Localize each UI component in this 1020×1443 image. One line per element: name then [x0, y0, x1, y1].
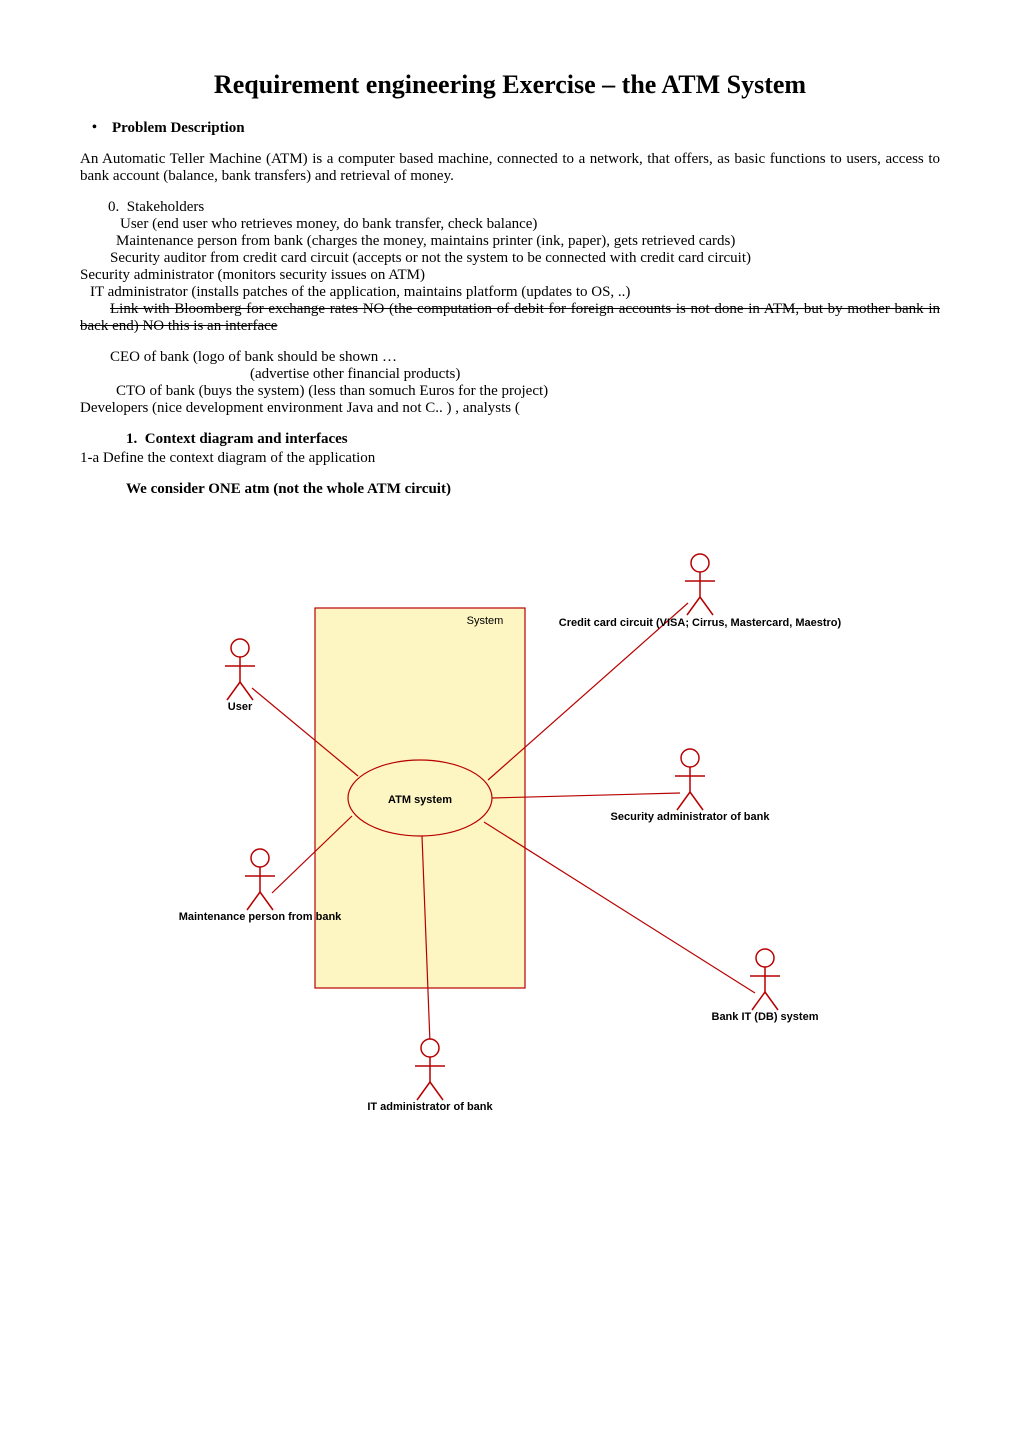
stakeholder-developers: Developers (nice development environment… — [80, 400, 940, 417]
stakeholder-ceo-2: (advertise other financial products) — [80, 366, 940, 383]
stakeholder-user: User (end user who retrieves money, do b… — [120, 216, 940, 233]
svg-text:System: System — [467, 615, 504, 627]
page-title: Requirement engineering Exercise – the A… — [80, 70, 940, 100]
stakeholder-it-admin: IT administrator (installs patches of th… — [80, 284, 940, 301]
stakeholder-cto: CTO of bank (buys the system) (less than… — [80, 383, 940, 400]
svg-text:ATM system: ATM system — [388, 794, 452, 806]
section-problem-description: Problem Description — [80, 120, 940, 137]
stakeholder-bloomberg-strike: Link with Bloomberg for exchange rates N… — [80, 301, 940, 335]
stakeholders-heading: 0. Stakeholders — [108, 199, 940, 216]
intro-paragraph: An Automatic Teller Machine (ATM) is a c… — [80, 151, 940, 185]
svg-text:IT administrator of bank: IT administrator of bank — [367, 1101, 493, 1113]
svg-text:Bank IT (DB) system: Bank IT (DB) system — [712, 1011, 819, 1023]
svg-text:Security administrator of bank: Security administrator of bank — [611, 811, 771, 823]
stakeholder-auditor: Security auditor from credit card circui… — [80, 250, 940, 267]
stakeholder-security-admin: Security administrator (monitors securit… — [80, 267, 940, 284]
stakeholders-label: Stakeholders — [127, 199, 204, 215]
stakeholder-maintenance: Maintenance person from bank (charges th… — [80, 233, 940, 250]
context-diagram: System ATM system User Maintenance person f… — [80, 508, 940, 1153]
section-context-label: Context diagram and interfaces — [145, 431, 348, 447]
context-define-line: 1-a Define the context diagram of the ap… — [80, 450, 940, 467]
section-context-heading: 1. Context diagram and interfaces — [80, 431, 940, 448]
svg-text:Maintenance person from bank: Maintenance person from bank — [179, 911, 342, 923]
svg-text:Credit card circuit (VISA; Cir: Credit card circuit (VISA; Cirrus, Maste… — [559, 617, 842, 629]
consider-line: We consider ONE atm (not the whole ATM c… — [126, 481, 940, 498]
stakeholders-num: 0. — [108, 199, 119, 215]
svg-text:User: User — [228, 701, 253, 713]
stakeholder-ceo-1: CEO of bank (logo of bank should be show… — [80, 349, 940, 366]
section-context-num: 1. — [126, 431, 137, 447]
